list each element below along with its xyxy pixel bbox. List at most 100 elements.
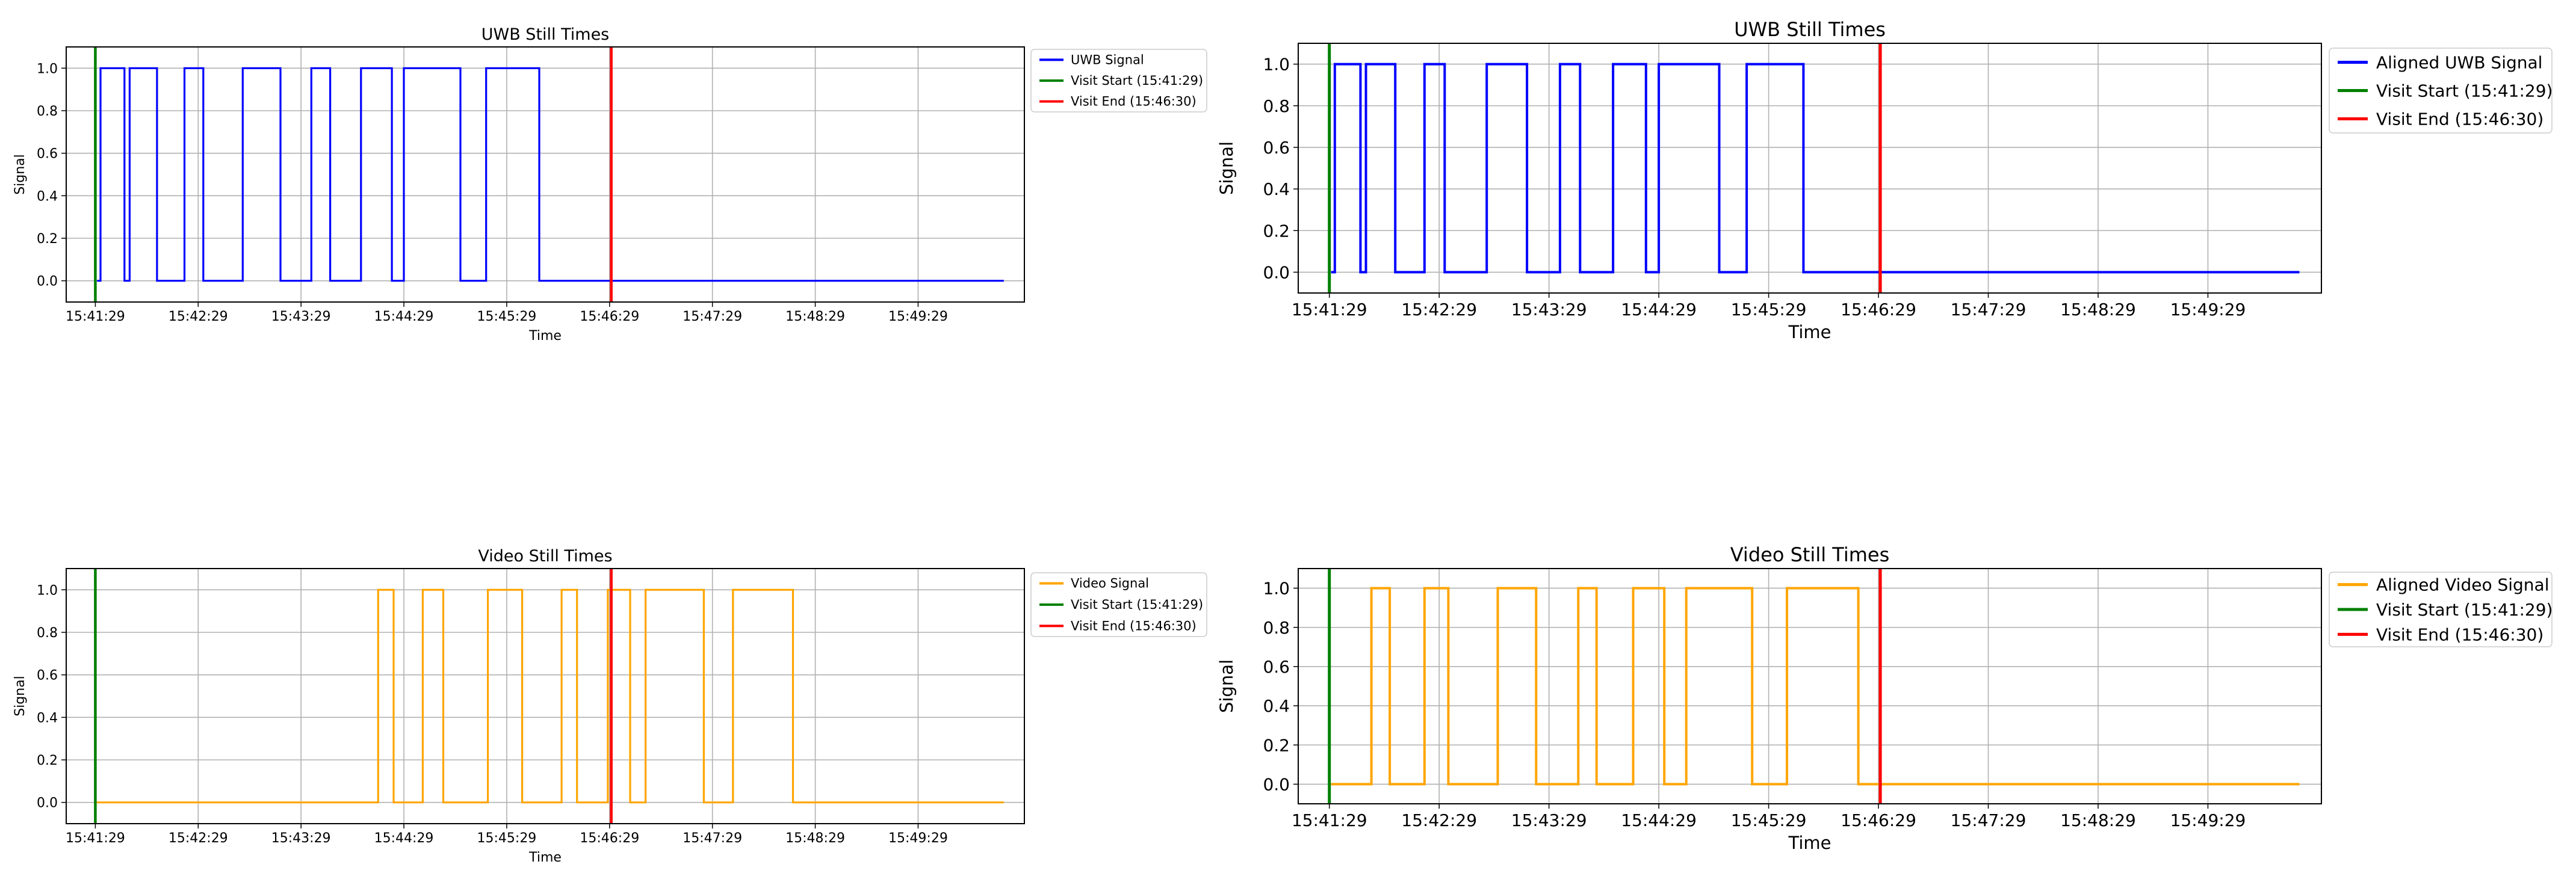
- y-tick-label: 0.8: [37, 626, 58, 641]
- chart-panel-4: 15:41:29 15:42:29 15:43:29 15:44:29 15:45:29…: [1216, 543, 2553, 853]
- x-tick-label: 15:49:29: [888, 831, 948, 846]
- x-tick-label: 15:48:29: [785, 831, 845, 846]
- x-tick-label: 15:49:29: [888, 309, 948, 324]
- legend: UWB Signal Visit Start (15:41:29) Visit En…: [1030, 49, 1207, 113]
- x-tick-label: 15:45:29: [477, 831, 537, 846]
- x-tick-label: 15:48:29: [2060, 810, 2136, 830]
- x-tick-label: 15:47:29: [683, 309, 742, 324]
- y-tick-label: 1.0: [37, 61, 58, 76]
- legend-box: [2329, 48, 2553, 134]
- y-tick-label: 1.0: [1263, 579, 1290, 599]
- legend-box: [1030, 49, 1207, 113]
- x-tick-label: 15:45:29: [1731, 810, 1807, 830]
- y-tick-label: 0.2: [37, 753, 58, 768]
- legend-entry-label: Visit Start (15:41:29): [1071, 597, 1203, 612]
- chart-title: UWB Still Times: [481, 25, 610, 44]
- x-tick-label: 15:48:29: [785, 309, 845, 324]
- signal-series-line: [1331, 587, 2300, 786]
- chart-title: UWB Still Times: [1734, 18, 1886, 41]
- chart-title: Video Still Times: [478, 547, 612, 566]
- legend: Video Signal Visit Start (15:41:29) Visit …: [1030, 572, 1207, 637]
- legend-entry-label: Video Signal: [1071, 576, 1149, 591]
- signal-series-line: [95, 588, 1004, 804]
- legend-entry-label: UWB Signal: [1071, 52, 1144, 67]
- chart-title: Video Still Times: [1730, 543, 1890, 566]
- signal-series-line: [97, 67, 1004, 282]
- chart-panel-2: 15:41:29 15:42:29 15:43:29 15:44:29 15:45:29…: [1216, 18, 2553, 342]
- legend-box: [1030, 572, 1207, 637]
- y-tick-label: 1.0: [1263, 55, 1290, 75]
- y-tick-label: 0.4: [37, 189, 58, 204]
- legend: Aligned UWB Signal Visit Start (15:41:29)…: [2329, 48, 2553, 134]
- y-tick-label: 0.4: [1263, 696, 1290, 716]
- y-tick-label: 0.0: [1263, 774, 1290, 794]
- y-tick-label: 0.2: [1263, 221, 1290, 241]
- y-tick-label: 0.6: [37, 668, 58, 683]
- y-tick-label: 1.0: [37, 583, 58, 598]
- legend-entry-label: Visit End (15:46:30): [1071, 618, 1197, 633]
- x-tick-label: 15:44:29: [374, 309, 434, 324]
- legend: Aligned Video Signal Visit Start (15:41:2…: [2329, 572, 2553, 647]
- plot-frame: [1298, 43, 2322, 294]
- y-tick-label: 0.0: [1263, 262, 1290, 282]
- x-tick-label: 15:48:29: [2060, 300, 2136, 319]
- y-axis-label: Signal: [13, 676, 28, 717]
- y-axis-label: Signal: [1216, 659, 1237, 713]
- y-axis-label: Signal: [1216, 141, 1237, 195]
- plot-frame: [66, 568, 1025, 824]
- x-axis-label: Time: [1788, 322, 1831, 342]
- y-tick-label: 0.2: [37, 232, 58, 247]
- y-tick-label: 0.0: [37, 796, 58, 811]
- x-tick-label: 15:47:29: [1951, 300, 2026, 319]
- x-tick-label: 15:41:29: [1292, 810, 1367, 830]
- x-tick-label: 15:47:29: [1951, 810, 2026, 830]
- y-tick-label: 0.0: [37, 274, 58, 289]
- legend-entry-label: Visit Start (15:41:29): [2376, 81, 2553, 101]
- chart-panel-3: 15:41:29 15:42:29 15:43:29 15:44:29 15:45:29…: [13, 547, 1207, 865]
- x-tick-label: 15:41:29: [66, 831, 125, 846]
- x-tick-label: 15:49:29: [2170, 300, 2246, 319]
- y-tick-label: 0.6: [1263, 657, 1290, 677]
- legend-entry-label: Aligned UWB Signal: [2376, 53, 2542, 73]
- legend-entry-label: Visit Start (15:41:29): [1071, 73, 1203, 88]
- x-tick-label: 15:45:29: [1731, 300, 1807, 319]
- x-tick-label: 15:42:29: [1401, 300, 1477, 319]
- x-tick-label: 15:45:29: [477, 309, 537, 324]
- y-tick-label: 0.6: [37, 147, 58, 162]
- x-tick-label: 15:46:29: [1841, 300, 1916, 319]
- x-tick-label: 15:46:29: [580, 309, 639, 324]
- x-axis-label: Time: [528, 328, 562, 344]
- x-axis-label: Time: [528, 850, 562, 865]
- x-tick-label: 15:47:29: [683, 831, 742, 846]
- y-tick-label: 0.8: [1263, 96, 1290, 116]
- legend-entry-label: Visit End (15:46:30): [1071, 94, 1197, 109]
- y-tick-label: 0.6: [1263, 138, 1290, 158]
- legend-entry-label: Visit End (15:46:30): [2376, 109, 2543, 129]
- chart-panel-1: 15:41:29 15:42:29 15:43:29 15:44:29 15:45:29…: [13, 25, 1207, 344]
- x-tick-label: 15:46:29: [1841, 810, 1916, 830]
- plot-frame: [66, 46, 1025, 303]
- x-tick-label: 15:49:29: [2170, 810, 2246, 830]
- y-tick-label: 0.2: [1263, 735, 1290, 755]
- x-tick-label: 15:44:29: [1621, 300, 1697, 319]
- x-tick-label: 15:43:29: [1511, 300, 1587, 319]
- x-tick-label: 15:42:29: [169, 309, 228, 324]
- x-tick-label: 15:41:29: [66, 309, 125, 324]
- x-tick-label: 15:42:29: [169, 831, 228, 846]
- x-tick-label: 15:43:29: [271, 309, 331, 324]
- plot-frame: [1298, 568, 2322, 804]
- y-tick-label: 0.4: [1263, 179, 1290, 199]
- x-tick-label: 15:44:29: [374, 831, 434, 846]
- legend-entry-label: Visit Start (15:41:29): [2376, 600, 2553, 620]
- y-axis-label: Signal: [13, 154, 28, 195]
- y-tick-label: 0.8: [1263, 618, 1290, 638]
- x-tick-label: 15:42:29: [1401, 810, 1477, 830]
- x-tick-label: 15:43:29: [1511, 810, 1587, 830]
- legend-entry-label: Visit End (15:46:30): [2376, 625, 2543, 644]
- y-tick-label: 0.4: [37, 711, 58, 726]
- y-tick-label: 0.8: [37, 104, 58, 119]
- x-tick-label: 15:41:29: [1292, 300, 1367, 319]
- x-tick-label: 15:46:29: [580, 831, 639, 846]
- x-tick-label: 15:44:29: [1621, 810, 1697, 830]
